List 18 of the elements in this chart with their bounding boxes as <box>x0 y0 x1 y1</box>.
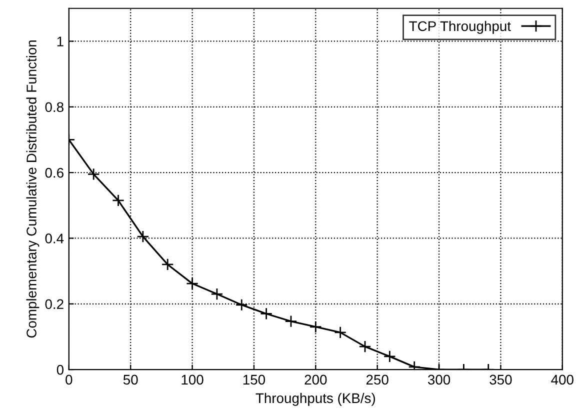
x-tick-label: 200 <box>304 374 327 385</box>
x-tick-label: 0 <box>66 374 72 385</box>
x-tick-label: 100 <box>182 374 204 385</box>
x-tick-label: 300 <box>428 374 450 385</box>
x-axis-title: Throughputs (KB/s) <box>256 392 376 406</box>
y-tick-label: 0.8 <box>45 102 64 112</box>
legend-label: TCP Throughput <box>409 20 511 34</box>
y-tick-label: 0.2 <box>45 299 64 310</box>
y-tick-label: 0 <box>56 364 64 375</box>
x-tick-label: 350 <box>490 374 512 385</box>
x-tick-label: 50 <box>123 374 138 385</box>
y-tick-label: 0.6 <box>45 168 64 178</box>
x-tick-label: 400 <box>551 374 574 385</box>
y-tick-label: 1 <box>57 36 64 46</box>
y-axis-title: Complementary Cumulative Distributed Function <box>26 40 40 338</box>
x-tick-label: 150 <box>243 374 266 385</box>
x-tick-label: 250 <box>366 374 388 385</box>
y-tick-label: 0.4 <box>45 234 64 244</box>
